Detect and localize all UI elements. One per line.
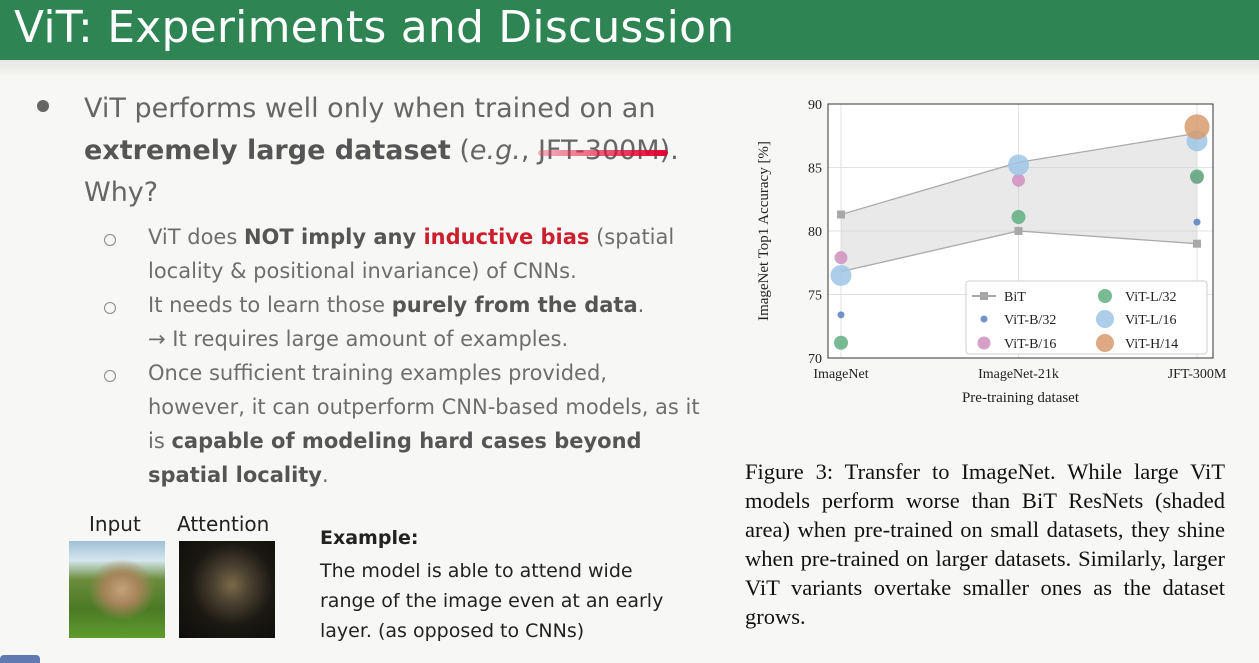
x-tick-label: ImageNet-21k	[978, 367, 1059, 382]
input-label: Input	[89, 512, 141, 536]
point-ViT-H/14	[1184, 114, 1210, 140]
sub-bullet-2: It needs to learn those purely from the …	[148, 288, 708, 356]
paren-close: ).	[659, 135, 679, 166]
example-title: Example:	[320, 527, 419, 549]
sub2-line2: → It requires large amount of examples.	[148, 327, 569, 351]
point-ViT-L/32	[834, 335, 848, 350]
point-ViT-L/16	[830, 264, 852, 286]
bullet-dot	[37, 100, 49, 112]
plot-border	[827, 103, 1214, 359]
legend-marker-ViT-L/16	[1096, 310, 1114, 328]
comma: ,	[520, 135, 538, 166]
y-tick-label: 70	[808, 352, 822, 367]
sub3-post: .	[322, 463, 329, 487]
legend-marker-BiT	[980, 292, 988, 300]
sub2-bold: purely from the data	[391, 293, 638, 317]
sub1-red: inductive bias	[423, 225, 590, 249]
point-ViT-L/32	[1190, 169, 1204, 184]
input-dog-image	[69, 541, 165, 638]
sub1-post: (spatial locality & positional invarianc…	[148, 225, 675, 283]
point-ViT-L/16	[1008, 154, 1029, 176]
jft-annotated: JFT-300M	[537, 130, 668, 172]
why: Why?	[84, 177, 159, 208]
point-ViT-L/32	[1011, 210, 1026, 225]
y-tick-label: 75	[808, 289, 822, 304]
sub2-post: .	[637, 293, 645, 317]
point-ViT-B/32	[837, 311, 845, 319]
main-line1: ViT performs well only when trained on a…	[84, 93, 656, 124]
attention-map-image	[179, 541, 275, 638]
point-BiT	[1014, 227, 1023, 235]
x-tick-label: ImageNet	[813, 367, 868, 382]
legend-label-ViT-L/32: ViT-L/32	[1125, 290, 1177, 305]
x-axis-label: Pre-training dataset	[962, 390, 1080, 406]
sub-bullet-1: ViT does NOT imply any inductive bias (s…	[148, 220, 708, 288]
slide-title: ViT: Experiments and Discussion	[14, 2, 735, 53]
legend-label-BiT: BiT	[1004, 290, 1026, 305]
example-text: The model is able to attend wide range o…	[320, 560, 664, 642]
point-ViT-B/32	[1193, 218, 1201, 226]
sub2-pre: It needs to learn those	[148, 293, 392, 317]
attention-label: Attention	[177, 512, 270, 536]
sub-bullet-circle	[104, 302, 116, 314]
point-BiT	[1193, 239, 1201, 248]
legend-label-ViT-B/32: ViT-B/32	[1004, 313, 1056, 328]
sub-bullet-circle	[104, 370, 116, 382]
y-tick-label: 90	[808, 98, 822, 113]
legend-marker-ViT-B/16	[977, 336, 991, 350]
point-ViT-B/16	[834, 251, 848, 265]
main-bold: extremely large dataset	[84, 135, 451, 166]
legend-label-ViT-B/16: ViT-B/16	[1004, 337, 1056, 352]
paren-open: (	[450, 135, 470, 166]
sub1-bold: NOT imply any	[243, 225, 424, 249]
legend-marker-ViT-L/32	[1098, 289, 1112, 303]
eg: e.g.	[469, 135, 521, 166]
header-shadow	[0, 60, 1259, 78]
main-bullet-text: ViT performs well only when trained on a…	[84, 88, 704, 214]
legend-marker-ViT-H/14	[1096, 334, 1114, 352]
legend-marker-ViT-B/32	[980, 315, 988, 323]
university-logo	[0, 655, 40, 663]
title-bar: ViT: Experiments and Discussion	[0, 0, 1259, 60]
sub1-pre: ViT does	[148, 225, 244, 249]
sub3-bold: capable of modeling hard cases beyond sp…	[148, 429, 642, 487]
figure-caption: Figure 3: Transfer to ImageNet. While la…	[745, 459, 1225, 629]
sub-bullet-circle	[104, 234, 116, 246]
y-tick-label: 80	[808, 225, 822, 240]
legend-label-ViT-L/16: ViT-L/16	[1125, 313, 1177, 328]
sub-bullet-3: Once sufficient training examples provid…	[148, 356, 708, 492]
point-BiT	[837, 210, 845, 219]
y-axis-label: ImageNet Top1 Accuracy [%]	[756, 141, 772, 321]
point-ViT-B/16	[1012, 173, 1025, 187]
vit-accuracy-chart: 70 75 80 85 90 ImageNet ImageNet-21k JFT-300M Bi…	[756, 98, 1227, 406]
legend-box	[965, 280, 1208, 355]
y-tick-label: 85	[808, 162, 822, 177]
x-tick-label: JFT-300M	[1168, 367, 1227, 382]
sub3-pre: Once sufficient training examples provid…	[148, 361, 700, 453]
legend-label-ViT-H/14: ViT-H/14	[1125, 337, 1178, 352]
